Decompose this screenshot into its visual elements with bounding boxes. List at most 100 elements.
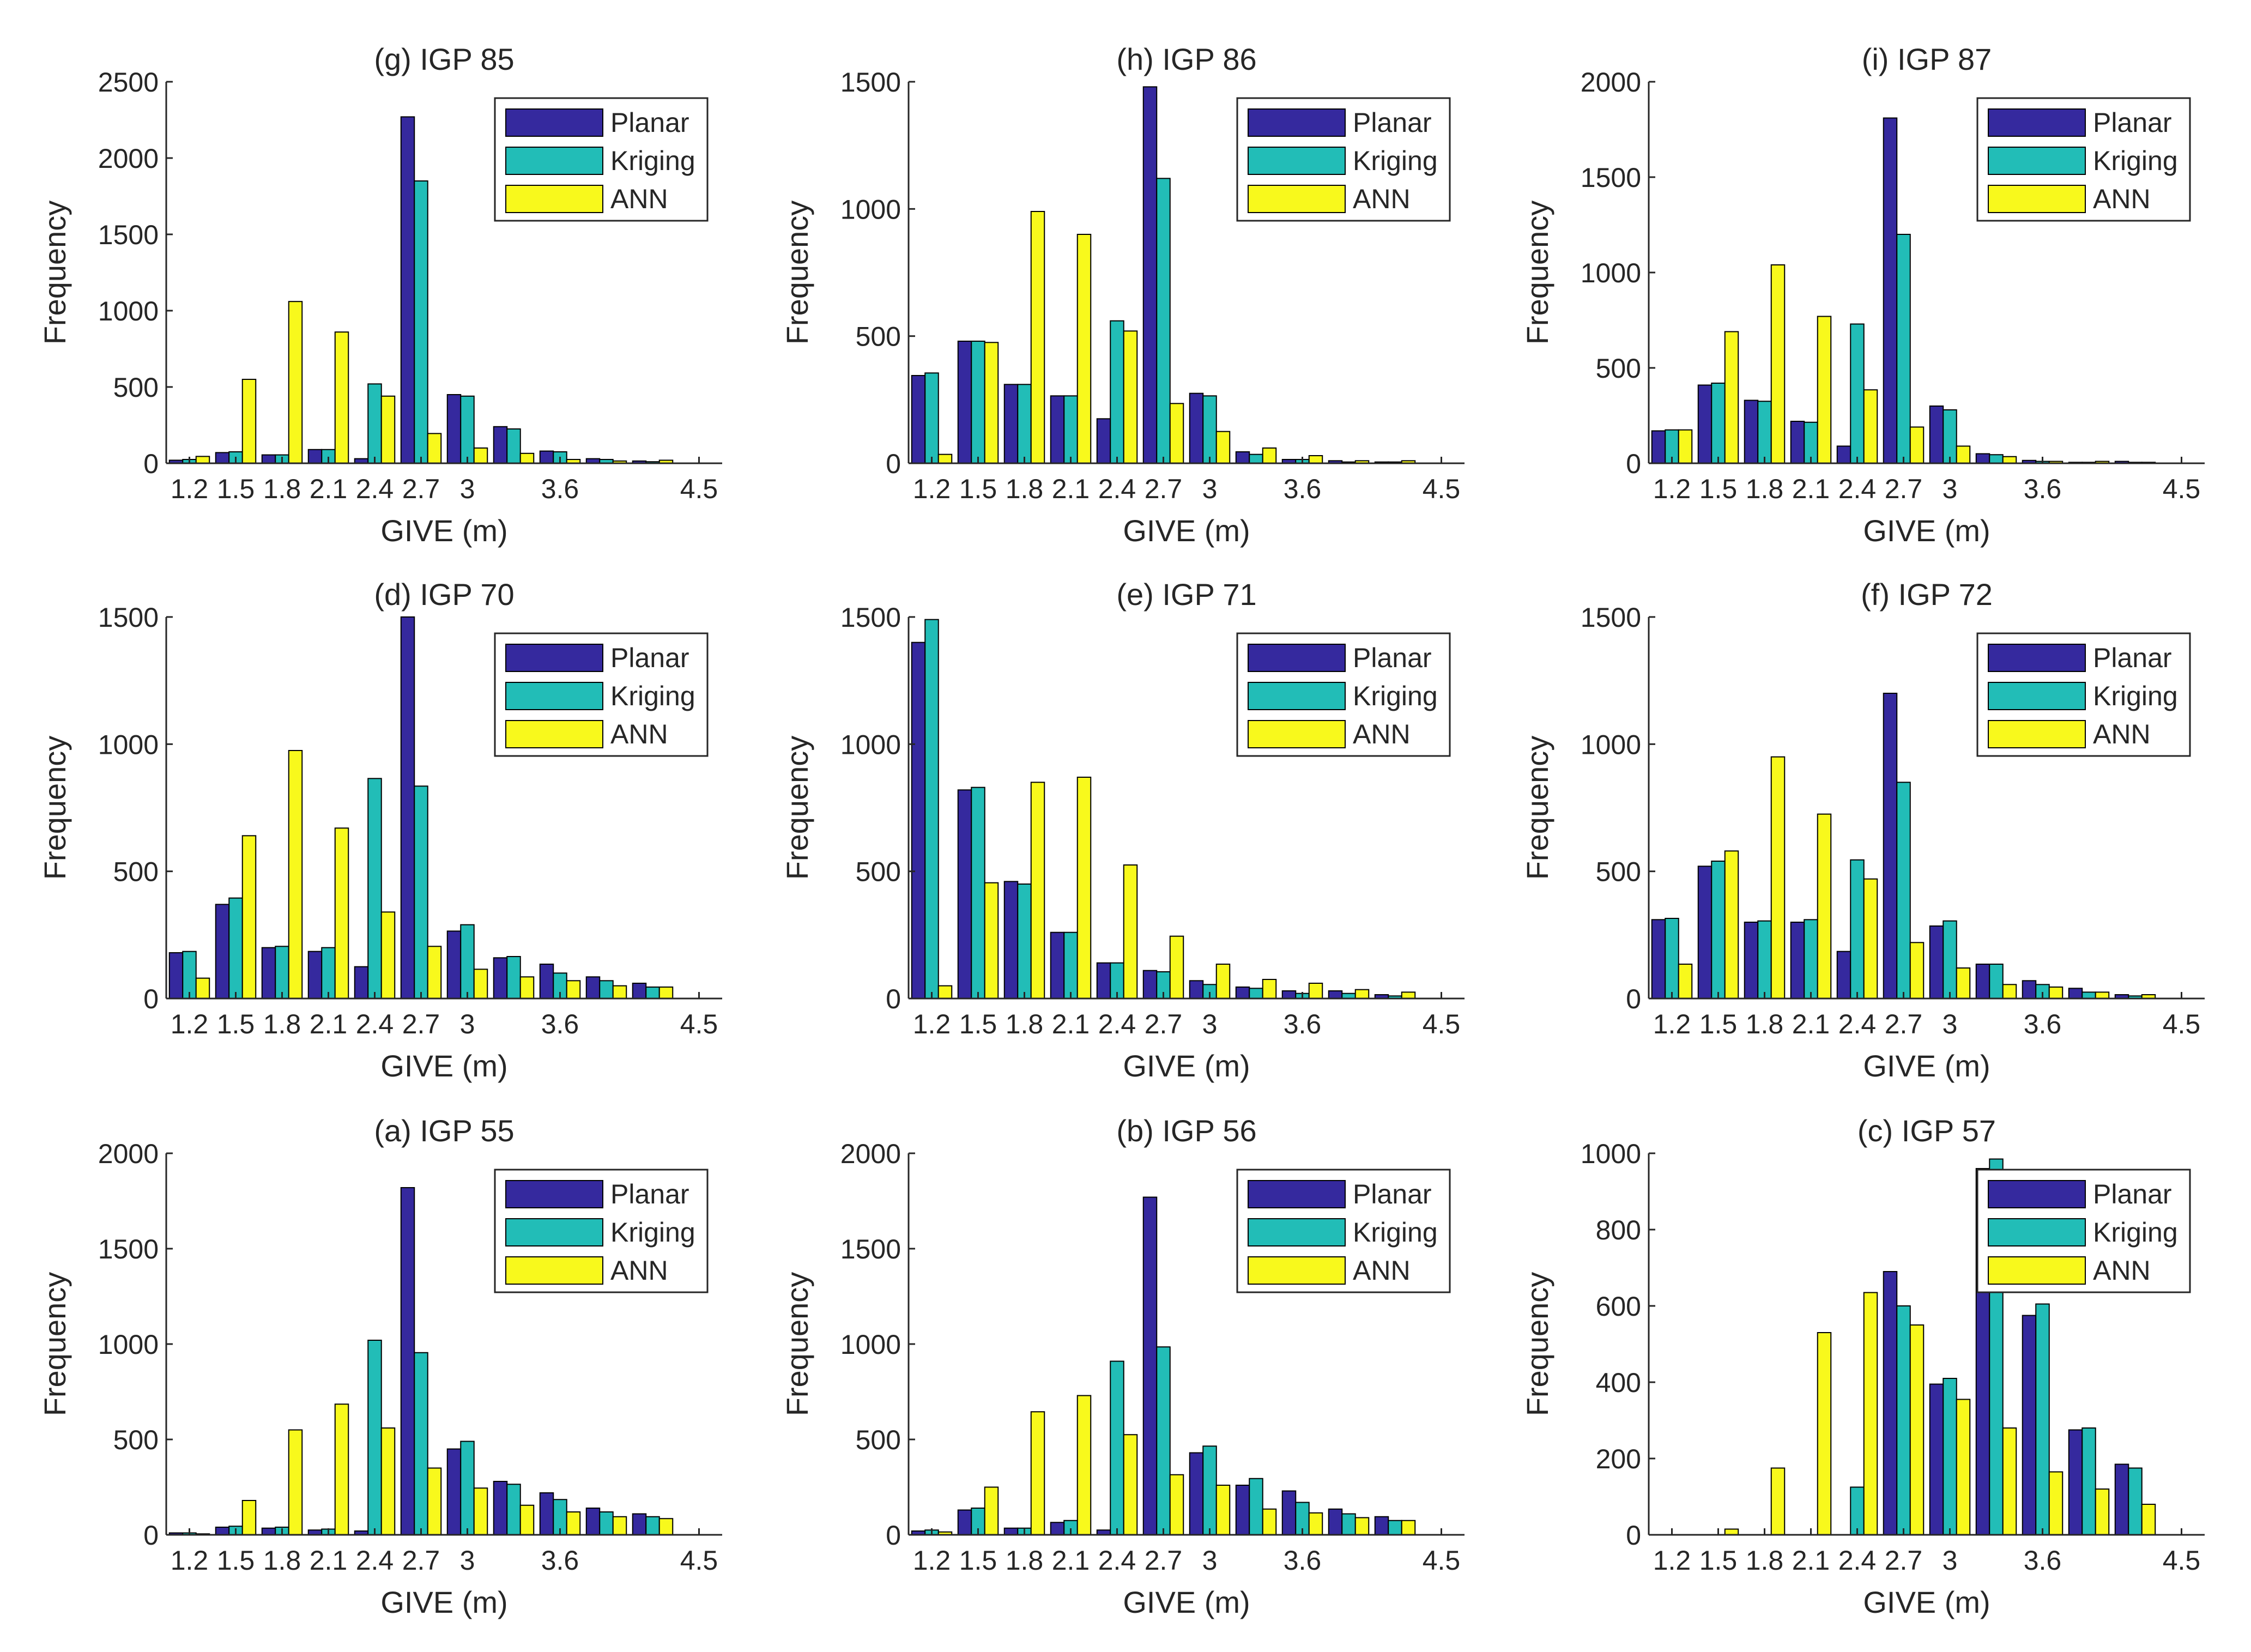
bar-kriging <box>1388 1520 1402 1535</box>
y-tick-label: 800 <box>1596 1215 1641 1245</box>
bar-kriging <box>460 395 475 464</box>
bar-planar <box>1328 990 1343 999</box>
x-tick-label: 4.5 <box>2163 1545 2201 1576</box>
bar-ann <box>566 980 581 999</box>
x-tick-label: 3.6 <box>541 1009 579 1039</box>
bar-ann <box>1076 777 1092 999</box>
x-tick-label: 1.8 <box>1006 1545 1044 1576</box>
legend-swatch-kriging <box>505 682 603 710</box>
bar-ann <box>1956 1399 1971 1535</box>
x-tick-label: 1.8 <box>1006 1009 1044 1039</box>
legend-swatch-ann <box>1248 185 1346 213</box>
y-tick-label: 200 <box>1596 1444 1641 1474</box>
bar-ann <box>658 987 674 999</box>
chart-panel: (i) IGP 87 0 500 1000 1500 2000 1.2 1.5 1.8 2.1 2.… <box>1520 42 2205 548</box>
y-tick-label: 500 <box>1596 353 1641 384</box>
bar-planar <box>1790 922 1805 999</box>
bar-ann <box>2002 1427 2017 1535</box>
legend-label-planar: Planar <box>2093 107 2172 138</box>
bar-kriging <box>1249 453 1263 464</box>
bar-ann <box>2095 991 2110 999</box>
bar-ann <box>1863 389 1878 464</box>
x-tick-label: 3 <box>1943 1009 1958 1039</box>
bar-kriging <box>645 987 660 999</box>
bar-ann <box>473 447 488 464</box>
x-tick-label: 2.1 <box>1052 1009 1090 1039</box>
legend-swatch-ann <box>505 185 603 213</box>
y-tick-label: 1000 <box>98 296 159 326</box>
bar-planar <box>354 966 369 1000</box>
bar-kriging <box>506 428 521 464</box>
bar-kriging <box>1943 1378 1957 1535</box>
chart-title: (a) IGP 55 <box>374 1114 514 1148</box>
bar-ann <box>1724 331 1739 464</box>
legend-label-planar: Planar <box>610 1179 689 1209</box>
legend-swatch-kriging <box>505 147 603 175</box>
legend-swatch-planar <box>505 108 603 137</box>
x-axis-label: GIVE (m) <box>1863 513 1990 548</box>
bar-planar <box>1003 1527 1019 1535</box>
bar-kriging <box>1989 454 2004 464</box>
chart-title: (i) IGP 87 <box>1862 42 1992 76</box>
bar-kriging <box>1110 320 1124 464</box>
legend-swatch-kriging <box>1248 1218 1346 1246</box>
bar-kriging <box>1757 920 1772 1000</box>
bar-planar <box>168 952 184 999</box>
bar-ann <box>984 342 999 464</box>
legend-label-planar: Planar <box>610 643 689 673</box>
y-tick-label: 2000 <box>840 1139 901 1169</box>
x-tick-label: 2.7 <box>402 474 440 504</box>
legend-label-kriging: Kriging <box>2093 681 2178 711</box>
bar-planar <box>632 983 647 999</box>
bar-ann <box>1354 1517 1370 1535</box>
y-tick-label: 2000 <box>1581 67 1641 98</box>
bar-ann <box>1308 1512 1323 1535</box>
bar-planar <box>1050 1522 1065 1535</box>
bar-ann <box>473 969 488 999</box>
bar-ann <box>1123 330 1138 464</box>
chart-panel: (d) IGP 70 0 500 1000 1500 1.2 1.5 1.8 2.1 2.4 2.7… <box>38 577 722 1083</box>
legend-swatch-planar <box>505 644 603 672</box>
bar-planar <box>2068 988 2083 999</box>
x-tick-label: 1.2 <box>171 1009 209 1039</box>
legend-swatch-ann <box>1248 720 1346 748</box>
bar-ann <box>1770 264 1786 464</box>
bar-ann <box>380 1427 396 1535</box>
bar-ann <box>1308 983 1323 999</box>
y-axis-label: Frequency <box>38 736 72 880</box>
x-tick-label: 2.1 <box>310 1545 348 1576</box>
bar-planar <box>957 789 972 999</box>
x-tick-label: 2.1 <box>1792 1009 1830 1039</box>
bar-ann <box>1956 967 1971 999</box>
y-tick-label: 1500 <box>840 67 901 98</box>
x-tick-label: 4.5 <box>680 1009 718 1039</box>
x-tick-label: 1.8 <box>1746 1009 1784 1039</box>
bar-planar <box>1003 881 1019 999</box>
bar-kriging <box>1850 859 1865 1000</box>
y-tick-label: 1500 <box>1581 602 1641 633</box>
legend-label-planar: Planar <box>1353 1179 1432 1209</box>
bar-ann <box>195 456 210 464</box>
bar-kriging <box>1202 1445 1217 1535</box>
y-tick-label: 1000 <box>1581 1139 1641 1169</box>
x-tick-label: 1.5 <box>959 1545 997 1576</box>
bar-ann <box>241 379 257 464</box>
bar-ann <box>1030 211 1045 464</box>
x-tick-label: 1.5 <box>1699 1545 1738 1576</box>
y-tick-label: 2500 <box>98 67 159 98</box>
bar-ann <box>519 1504 535 1535</box>
y-tick-label: 2000 <box>98 143 159 174</box>
bar-kriging <box>971 786 985 1000</box>
x-tick-label: 2.1 <box>310 474 348 504</box>
bar-planar <box>585 976 601 999</box>
y-axis-label: Frequency <box>38 201 72 345</box>
bar-planar <box>1281 1490 1297 1535</box>
y-tick-label: 1500 <box>98 220 159 250</box>
bar-ann <box>241 835 257 999</box>
bar-ann <box>1401 1520 1416 1535</box>
y-tick-label: 0 <box>143 984 159 1014</box>
bar-planar <box>1050 395 1065 464</box>
bar-ann <box>1262 1508 1277 1535</box>
bar-planar <box>307 449 323 464</box>
